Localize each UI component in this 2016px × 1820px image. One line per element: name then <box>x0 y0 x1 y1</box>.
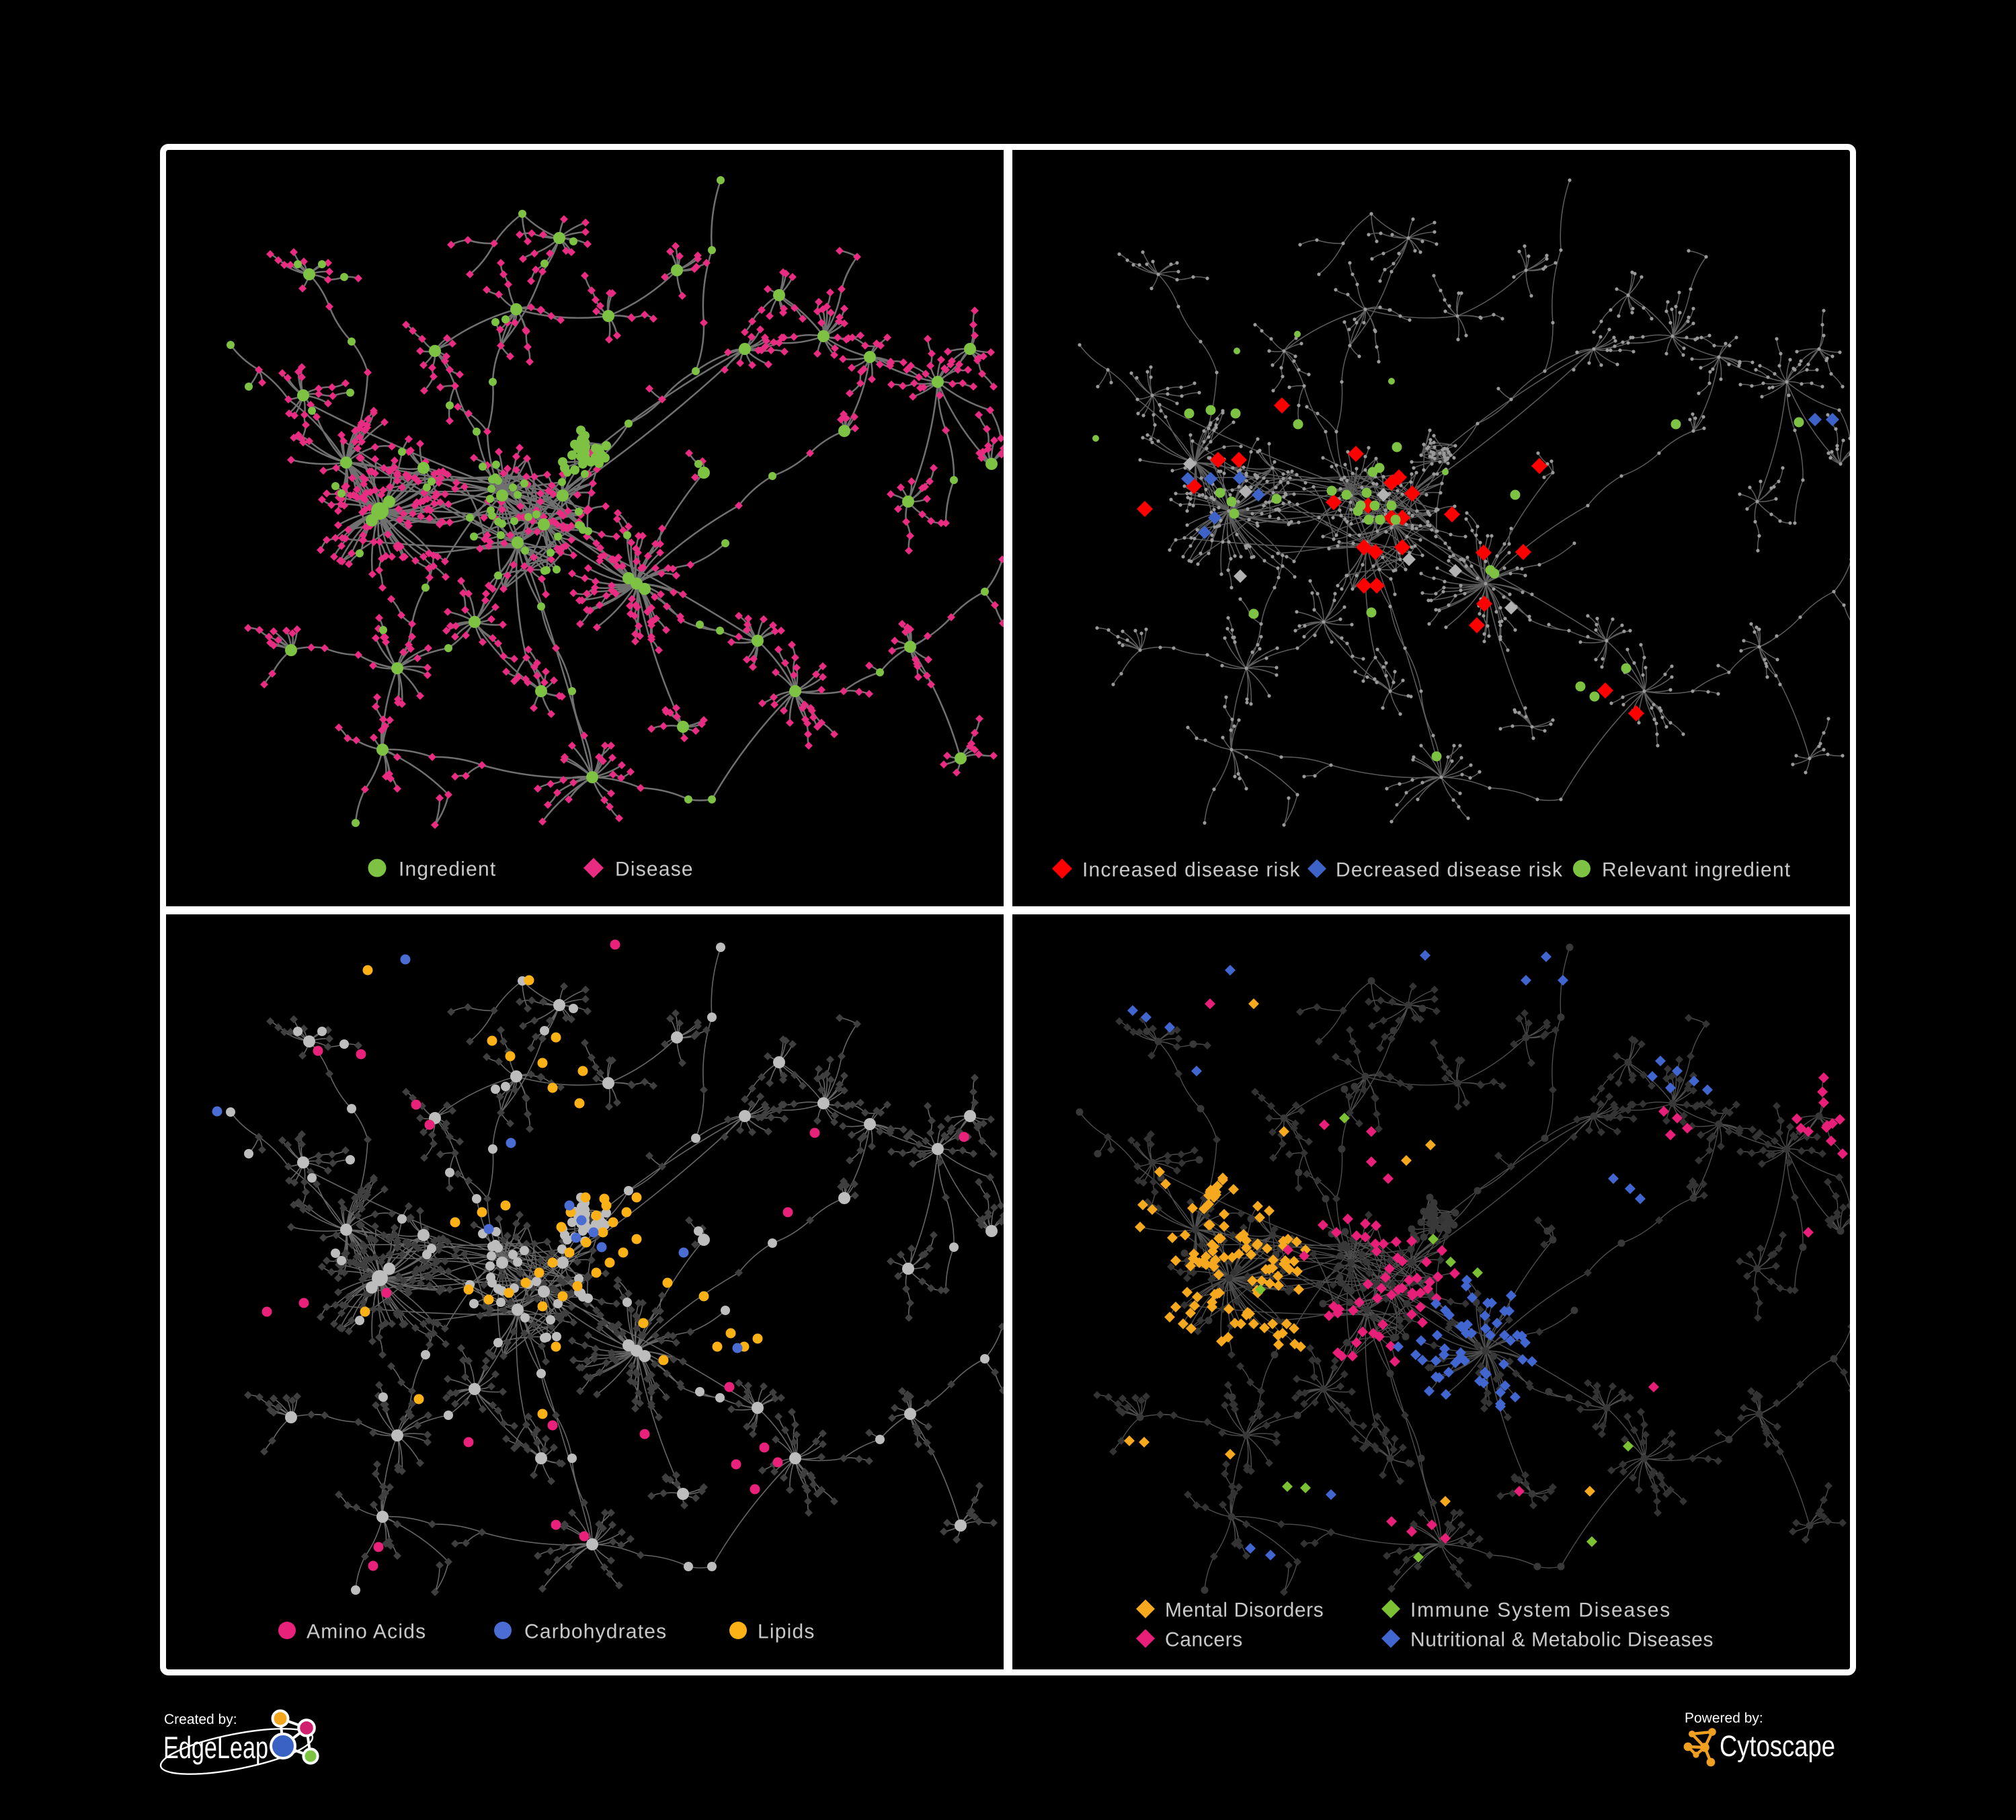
svg-text:Mental Disorders: Mental Disorders <box>1165 1599 1324 1622</box>
svg-text:Disease: Disease <box>615 859 694 881</box>
svg-text:Lipids: Lipids <box>758 1621 815 1643</box>
svg-text:Decreased disease risk: Decreased disease risk <box>1336 859 1563 881</box>
svg-text:Cytoscape: Cytoscape <box>1720 1730 1835 1763</box>
svg-text:Powered by:: Powered by: <box>1685 1710 1763 1726</box>
svg-text:Created by:: Created by: <box>164 1712 237 1727</box>
svg-text:EdgeLeap: EdgeLeap <box>163 1730 268 1765</box>
svg-text:Cancers: Cancers <box>1165 1629 1243 1651</box>
svg-text:Ingredient: Ingredient <box>399 859 496 881</box>
svg-text:Increased disease risk: Increased disease risk <box>1082 859 1301 881</box>
svg-text:Carbohydrates: Carbohydrates <box>524 1621 667 1643</box>
svg-text:Relevant ingredient: Relevant ingredient <box>1602 859 1791 881</box>
svg-text:Immune System Diseases: Immune System Diseases <box>1410 1599 1671 1622</box>
svg-text:Nutritional & Metabolic Diseas: Nutritional & Metabolic Diseases <box>1410 1629 1713 1651</box>
svg-text:Amino Acids: Amino Acids <box>307 1621 426 1643</box>
